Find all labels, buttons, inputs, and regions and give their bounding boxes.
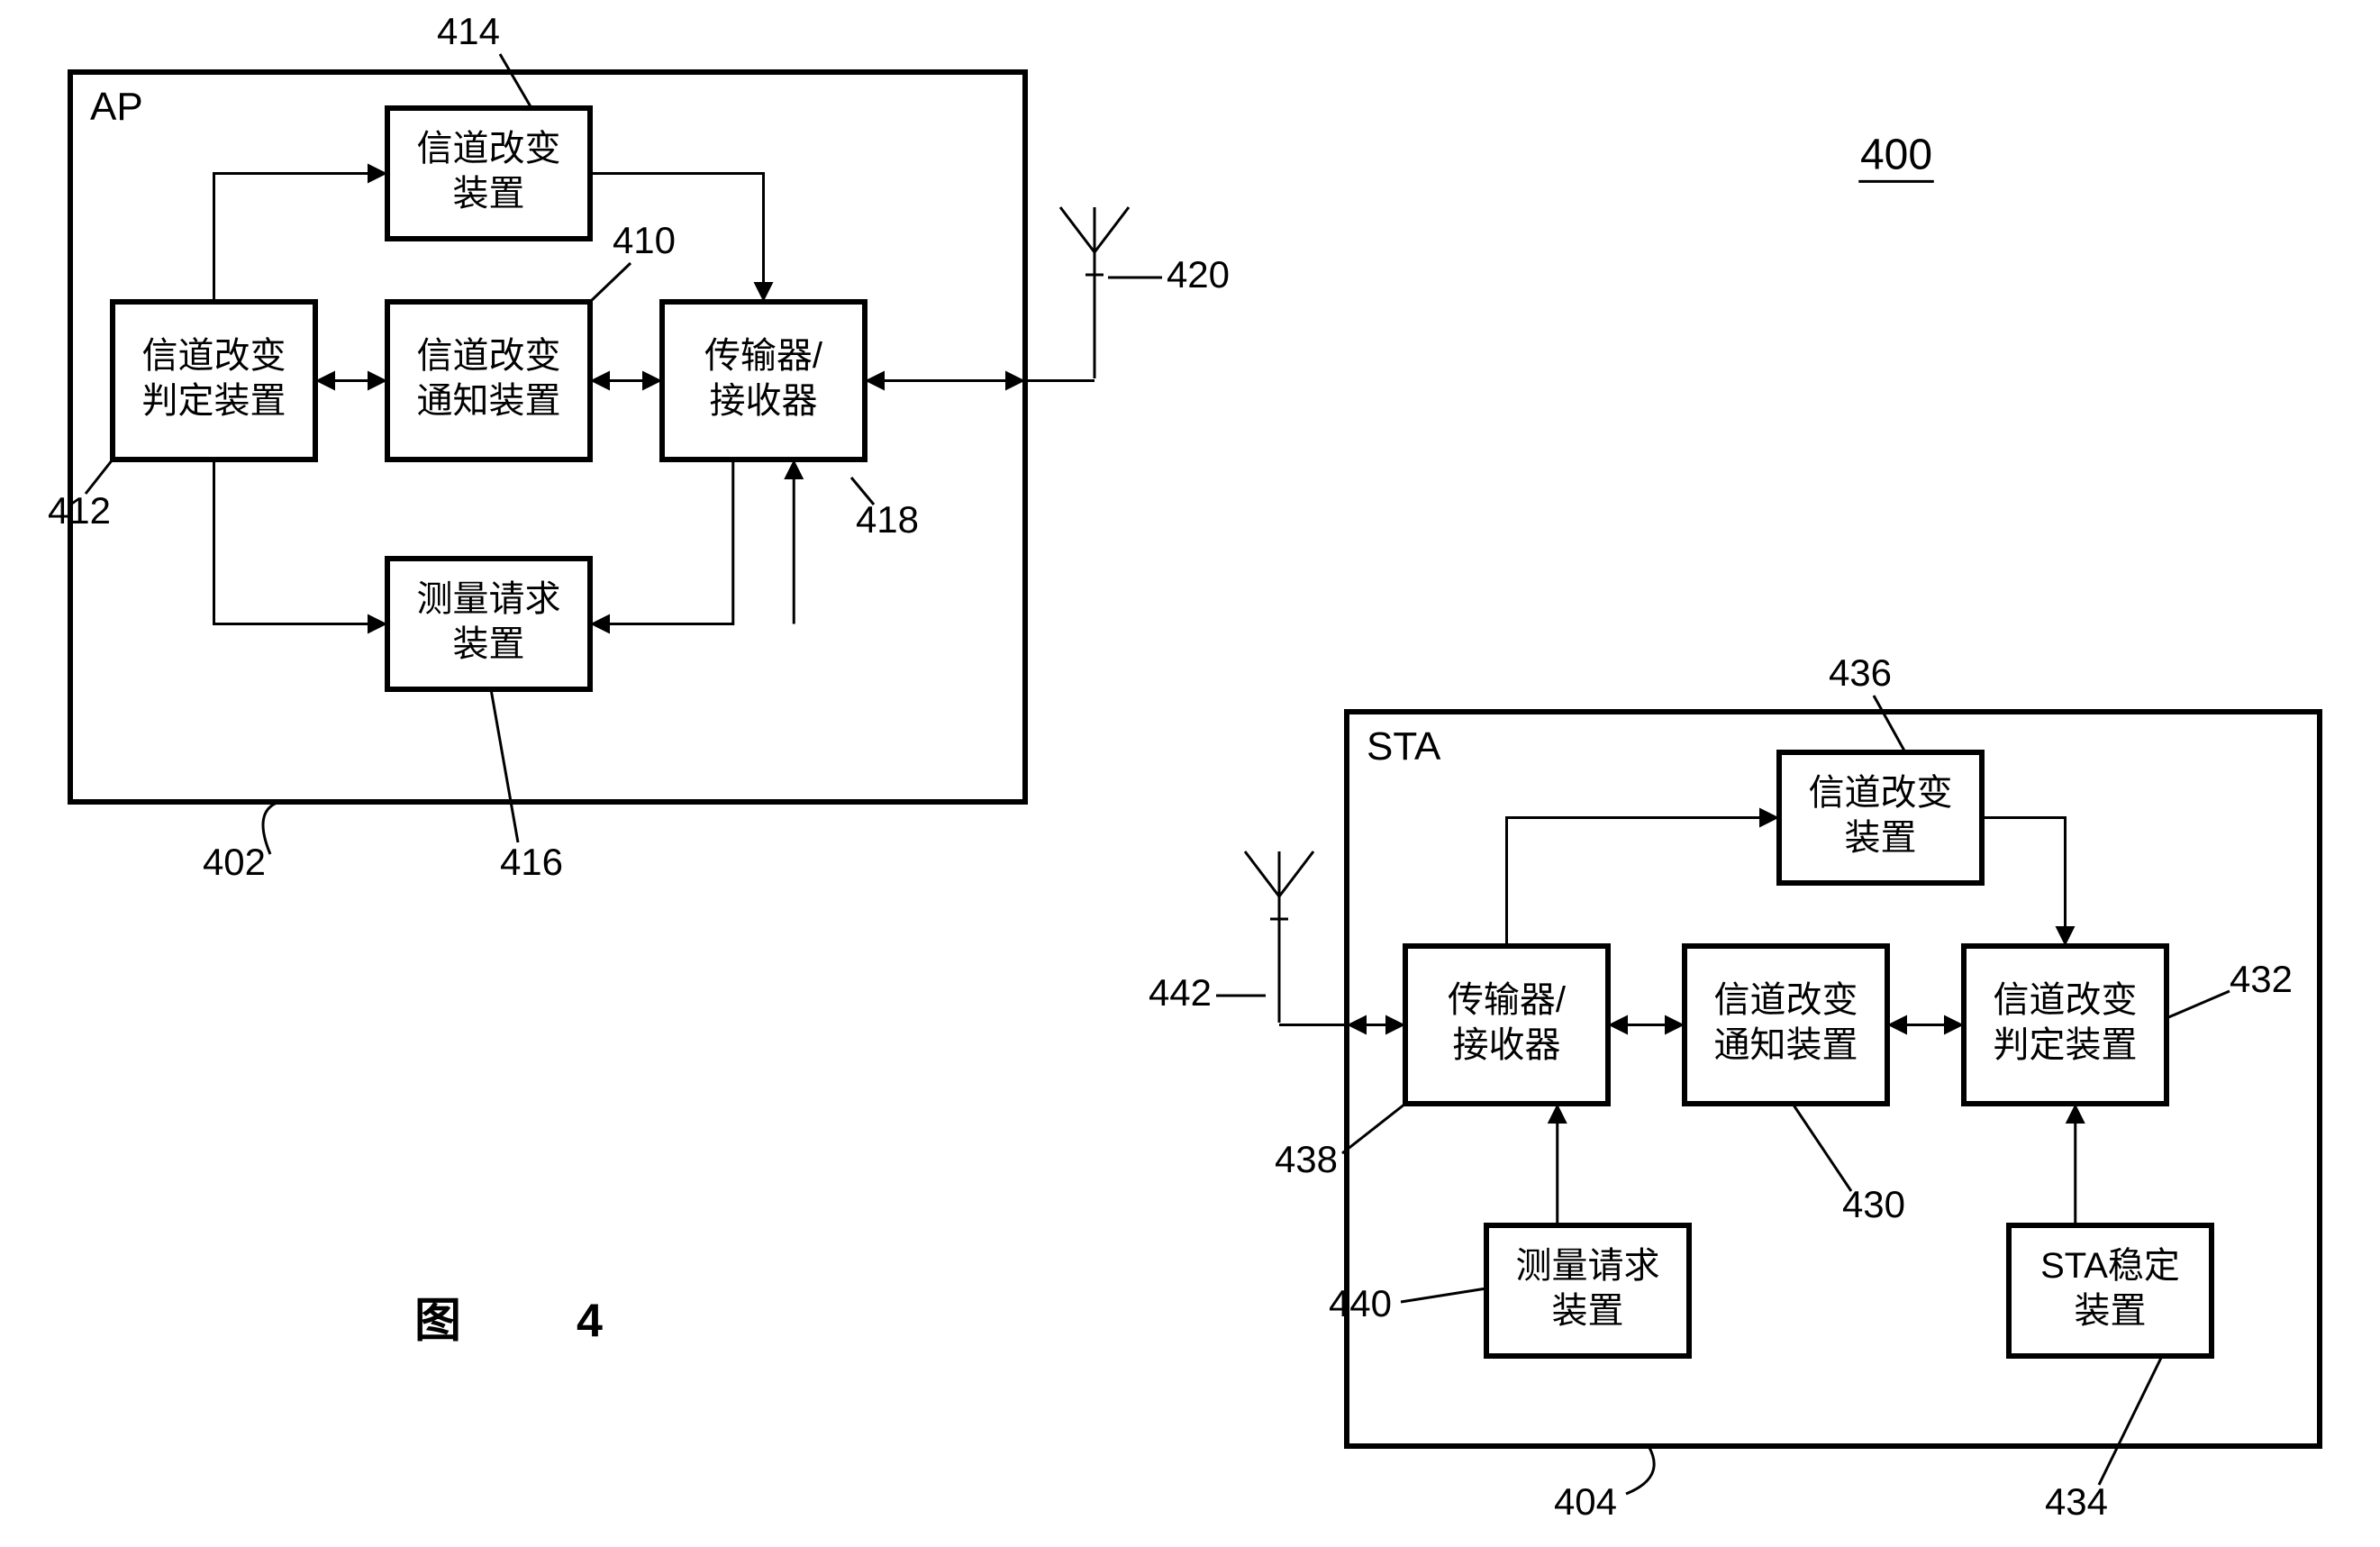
svg-text:434: 434 <box>2045 1480 2108 1523</box>
svg-text:判定装置: 判定装置 <box>142 381 286 421</box>
svg-text:装置: 装置 <box>2075 1291 2147 1331</box>
svg-text:信道改变: 信道改变 <box>1714 980 1858 1020</box>
svg-text:420: 420 <box>1167 253 1230 296</box>
svg-text:信道改变: 信道改变 <box>417 129 561 168</box>
svg-text:装置: 装置 <box>453 174 525 214</box>
svg-text:传输器/: 传输器/ <box>1448 980 1567 1020</box>
svg-text:438: 438 <box>1275 1138 1338 1180</box>
svg-text:436: 436 <box>1829 651 1892 694</box>
svg-text:测量请求: 测量请求 <box>1516 1246 1660 1286</box>
svg-text:414: 414 <box>437 10 500 52</box>
svg-text:410: 410 <box>613 219 676 261</box>
svg-text:接收器: 接收器 <box>710 381 818 421</box>
svg-text:装置: 装置 <box>453 624 525 664</box>
svg-text:432: 432 <box>2230 958 2293 1000</box>
figure-label-number: 4 <box>577 1296 603 1348</box>
svg-text:402: 402 <box>203 841 266 883</box>
svg-text:440: 440 <box>1329 1282 1392 1324</box>
svg-text:418: 418 <box>856 498 919 541</box>
svg-text:测量请求: 测量请求 <box>417 579 561 619</box>
svg-text:装置: 装置 <box>1552 1291 1624 1331</box>
svg-text:接收器: 接收器 <box>1453 1025 1561 1065</box>
svg-text:404: 404 <box>1554 1480 1617 1523</box>
svg-text:传输器/: 传输器/ <box>704 336 823 376</box>
figure-label-prefix: 图 <box>414 1296 461 1348</box>
svg-text:通知装置: 通知装置 <box>417 381 561 421</box>
svg-text:412: 412 <box>48 489 111 532</box>
svg-text:装置: 装置 <box>1845 818 1917 858</box>
svg-text:信道改变: 信道改变 <box>142 336 286 376</box>
svg-text:442: 442 <box>1149 971 1212 1014</box>
svg-text:信道改变: 信道改变 <box>417 336 561 376</box>
svg-text:416: 416 <box>500 841 563 883</box>
svg-text:信道改变: 信道改变 <box>1994 980 2138 1020</box>
svg-text:通知装置: 通知装置 <box>1714 1025 1858 1065</box>
svg-text:STA稳定: STA稳定 <box>2040 1246 2180 1286</box>
ap-corner-label: AP <box>90 85 143 129</box>
svg-text:判定装置: 判定装置 <box>1994 1025 2138 1065</box>
sta-corner-label: STA <box>1367 724 1441 769</box>
system-number: 400 <box>1860 132 1932 179</box>
svg-text:信道改变: 信道改变 <box>1809 773 1953 813</box>
